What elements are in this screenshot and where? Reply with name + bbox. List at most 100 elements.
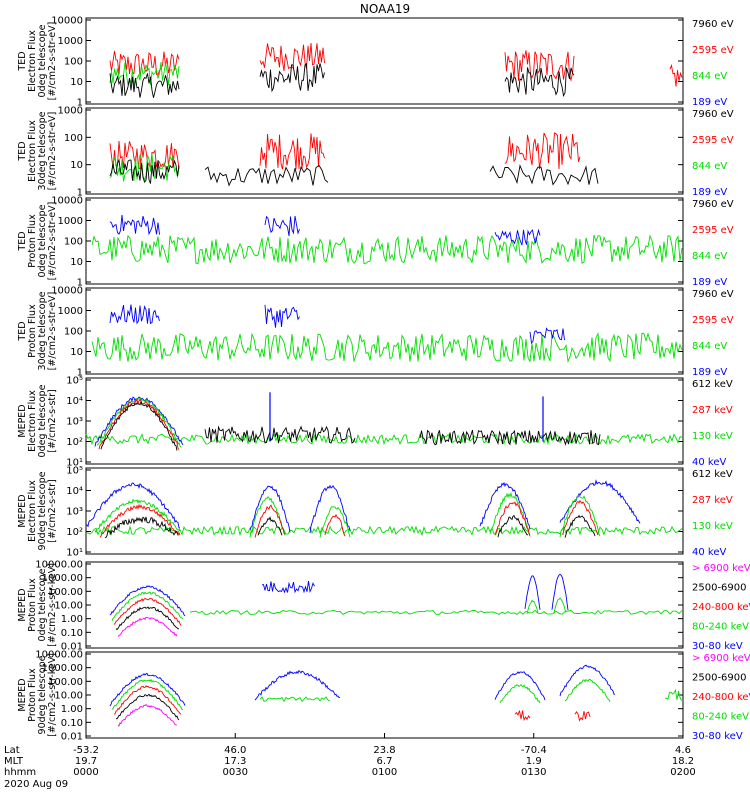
trace-blue xyxy=(309,484,351,534)
trace-black xyxy=(204,425,356,444)
y-tick-label: 100 xyxy=(64,237,83,248)
trace-red xyxy=(259,133,325,170)
legend-entry: 2595 eV xyxy=(692,135,734,146)
trace-black xyxy=(257,516,283,536)
y-tick-label: 10⁵ xyxy=(66,466,83,477)
trace-green xyxy=(664,688,682,702)
y-tick-label: 10 xyxy=(70,257,83,268)
legend-entry: 287 keV xyxy=(692,405,733,416)
legend-entry: 240-800 keV xyxy=(692,692,750,703)
panel-6: 10⁵ 10⁴ 10³ 10² 10¹ MEPEDElectron Flux90deg t… xyxy=(17,466,733,559)
y-axis-label: MEPEDProton Flux90deg telescope[#/cm2-s-… xyxy=(17,653,58,737)
legend-entry: 612 keV xyxy=(692,379,733,390)
x-tick-label-hhmm: 0000 xyxy=(73,767,98,778)
legend-entry: 2500-6900 xyxy=(692,583,747,594)
trace-red xyxy=(574,710,591,722)
trace-black xyxy=(115,606,179,631)
trace-black xyxy=(489,164,599,186)
trace-black xyxy=(259,62,325,93)
y-tick-label: 100 xyxy=(64,133,83,144)
x-tick-label-lat: 23.8 xyxy=(373,745,395,756)
trace-green xyxy=(109,62,180,86)
panel-8: 10000.00 1000.00 100.00 10.00 1.00 0.10 0.01ME… xyxy=(17,650,750,743)
legend-entry: 2595 eV xyxy=(692,225,734,236)
x-tick-label-mlt: 18.2 xyxy=(672,756,694,767)
y-tick-label: 1000.00 xyxy=(42,573,83,584)
y-tick-label: 10² xyxy=(66,437,83,448)
trace-blue xyxy=(109,585,186,617)
trace-green xyxy=(189,609,683,616)
y-tick-label: 0.10 xyxy=(61,718,83,729)
y-tick-label: 10 xyxy=(70,77,83,88)
trace-blue xyxy=(559,664,616,697)
legend-entry: 844 eV xyxy=(692,161,727,172)
trace-blue xyxy=(559,479,641,524)
xaxis-row-label-mlt: MLT xyxy=(4,756,24,767)
x-tick-label-mlt: 17.3 xyxy=(224,756,246,767)
legend-entry: 189 eV xyxy=(692,367,727,378)
trace-blue xyxy=(94,396,184,447)
trace-green xyxy=(85,432,683,446)
legend-entry: 30-80 keV xyxy=(692,641,743,652)
x-tick-label-hhmm: 0200 xyxy=(670,767,695,778)
trace-green xyxy=(111,678,184,711)
trace-red xyxy=(561,499,599,536)
x-tick-label-hhmm: 0030 xyxy=(223,767,248,778)
x-tick-label-mlt: 6.7 xyxy=(377,756,393,767)
trace-black xyxy=(109,158,180,184)
xaxis-row-label-hhmm: hhmm xyxy=(4,767,36,778)
x-tick-label-hhmm: 0100 xyxy=(372,767,397,778)
legend-entry: > 6900 keV xyxy=(692,563,750,574)
trace-blue xyxy=(494,671,546,701)
trace-magenta xyxy=(117,703,178,727)
y-tick-label: 10² xyxy=(66,527,83,538)
trace-black xyxy=(104,516,179,539)
trace-green xyxy=(91,331,683,363)
trace-red xyxy=(494,501,531,537)
legend-entry: 844 eV xyxy=(692,251,727,262)
trace-green xyxy=(526,599,539,614)
trace-black xyxy=(419,429,601,446)
y-tick-label: 1000.00 xyxy=(42,663,83,674)
trace-green xyxy=(319,506,351,538)
legend-entry: > 6900 keV xyxy=(692,653,750,664)
y-tick-label: 10⁴ xyxy=(66,486,83,497)
y-tick-label: 10.00 xyxy=(54,691,83,702)
trace-green xyxy=(96,397,182,448)
y-tick-label: 10000.00 xyxy=(35,560,83,571)
y-tick-label: 10¹ xyxy=(66,548,83,559)
y-axis-label: MEPEDProton Flux0deg telescope[#/cm2-s-s… xyxy=(17,563,58,647)
trace-blue xyxy=(551,573,569,610)
legend-entry: 844 eV xyxy=(692,71,727,82)
trace-red xyxy=(669,63,683,87)
trace-blue xyxy=(109,214,160,236)
legend-entry: 80-240 keV xyxy=(692,712,749,723)
trace-green xyxy=(91,234,683,265)
x-tick-label-hhmm: 0130 xyxy=(521,767,546,778)
y-tick-label: 10000 xyxy=(51,286,83,297)
y-axis-label: TEDElectron Flux0deg telescope[#/cm2-s-s… xyxy=(17,22,58,101)
trace-black xyxy=(564,514,596,538)
trace-magenta xyxy=(117,616,178,637)
y-tick-label: 0.01 xyxy=(61,642,83,653)
legend-entry: 7960 eV xyxy=(692,199,734,210)
panel-frame xyxy=(85,377,684,465)
trace-green xyxy=(249,496,286,538)
trace-blue xyxy=(479,481,531,530)
legend-entry: 2595 eV xyxy=(692,45,734,56)
trace-blue xyxy=(85,482,181,529)
panel-7: 10000.00 1000.00 100.00 10.00 1.00 0.10 0.01ME… xyxy=(17,560,750,653)
trace-blue xyxy=(264,215,300,237)
trace-green xyxy=(489,491,531,535)
y-tick-label: 10000 xyxy=(51,196,83,207)
y-axis-label: TEDElectron Flux30deg telescope[#/cm2-s-… xyxy=(17,111,58,190)
x-tick-label-mlt: 1.9 xyxy=(526,756,542,767)
trace-red xyxy=(113,685,182,715)
trace-black xyxy=(497,514,529,538)
legend-entry: 2500-6900 xyxy=(692,673,747,684)
y-axis-label: TEDProton Flux0deg telescope[#/cm2-s-str… xyxy=(17,202,58,281)
y-tick-label: 1000 xyxy=(58,106,83,117)
y-axis-label: MEPEDElectron Flux90deg telescope[#/cm2-… xyxy=(17,471,58,550)
trace-black xyxy=(109,73,180,98)
trace-black xyxy=(115,693,180,721)
